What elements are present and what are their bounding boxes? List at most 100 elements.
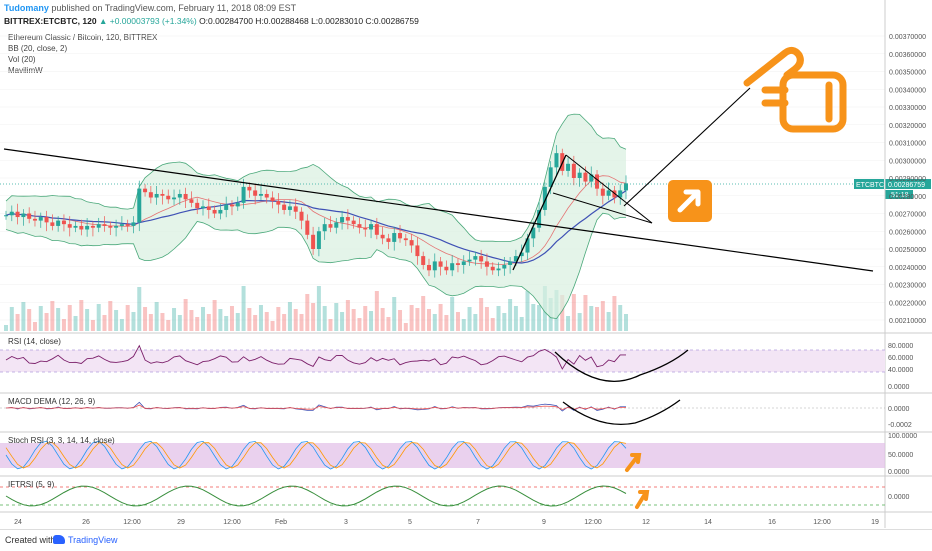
candle-body: [525, 238, 530, 253]
legend-title[interactable]: Ethereum Classic / Bitcoin, 120, BITTREX: [8, 33, 158, 42]
volume-bar: [467, 307, 472, 331]
macd-tick-0: 0.0000: [888, 406, 910, 413]
candle-body: [212, 209, 217, 214]
x-tick-label: 16: [768, 519, 776, 526]
volume-bar: [67, 305, 72, 331]
stoch-label[interactable]: Stoch RSI (3, 3, 14, 14, close): [8, 436, 115, 445]
price-chart[interactable]: ETCBTC 0.00286759 51:18 0.00370000 0.0036…: [0, 0, 932, 528]
volume-bar: [287, 302, 292, 331]
volume-bar: [212, 300, 217, 331]
volume-bars: [4, 286, 628, 331]
x-tick-label: 24: [14, 519, 22, 526]
candle-body: [183, 193, 188, 200]
candle-body: [108, 225, 113, 228]
candle-body: [166, 195, 171, 200]
candle-body: [119, 224, 124, 226]
candle-body: [531, 227, 536, 239]
bollinger-lower: [5, 212, 627, 320]
x-axis-ticks: 24 26 12:00 29 12:00 Feb 3 5 7 9 12:00 12 14 16 12:00 1…: [14, 519, 879, 526]
candle-body: [264, 193, 269, 198]
macd-label[interactable]: MACD DEMA (12, 26, 9): [8, 397, 96, 406]
volume-bar: [189, 310, 194, 331]
y-tick-label: 0.00220000: [889, 300, 926, 307]
macd-curve-annotation: [562, 399, 681, 426]
candle-body: [438, 261, 443, 267]
volume-bar: [461, 319, 466, 331]
iftrsi-label[interactable]: IFTRSI (5, 9): [8, 480, 55, 489]
candle-body: [519, 252, 524, 257]
candle-body: [172, 197, 177, 200]
y-tick-label: 0.00310000: [889, 141, 926, 148]
volume-bar: [606, 312, 611, 331]
candle-body: [467, 259, 472, 262]
volume-bar: [143, 307, 148, 331]
y-tick-label: 0.00250000: [889, 247, 926, 254]
volume-bar: [583, 295, 588, 331]
volume-bar: [9, 307, 14, 331]
candle-body: [90, 225, 95, 228]
volume-bar: [235, 313, 240, 331]
candle-body: [160, 193, 165, 196]
candle-body: [154, 193, 159, 198]
volume-bar: [247, 308, 252, 331]
volume-bar: [305, 294, 310, 331]
y-tick-label: 0.00260000: [889, 229, 926, 236]
publish-line: Tudomany published on TradingView.com, F…: [4, 3, 296, 13]
volume-bar: [438, 304, 443, 331]
price-badge: ETCBTC 0.00286759 51:18: [854, 179, 931, 199]
candle-body: [102, 224, 107, 226]
volume-bar: [450, 297, 455, 331]
volume-bar: [148, 314, 153, 331]
rsi-tick-80: 80.0000: [888, 343, 913, 350]
volume-bar: [27, 309, 32, 331]
candle-body: [490, 266, 495, 271]
macd-line: [5, 401, 626, 412]
breakout-target-line: [623, 87, 751, 207]
volume-bar: [177, 315, 182, 331]
candle-body: [357, 224, 362, 228]
volume-bar: [195, 317, 200, 331]
candle-body: [369, 224, 374, 230]
created-with-text: Created with: [5, 535, 56, 545]
volume-bar: [183, 299, 188, 331]
volume-bar: [374, 291, 379, 331]
volume-bar: [125, 305, 130, 331]
volume-bar: [4, 325, 8, 331]
candle-body: [554, 153, 559, 168]
y-tick-label: 0.00360000: [889, 52, 926, 59]
volume-bar: [201, 307, 206, 331]
volume-bar: [224, 316, 229, 331]
rsi-label[interactable]: RSI (14, close): [8, 337, 61, 346]
volume-bar: [218, 309, 223, 331]
stoch-tick-100: 100.0000: [888, 433, 917, 440]
candle-body: [624, 183, 628, 191]
symbol-text: BITTREX:ETCBTC, 120: [4, 16, 97, 26]
volume-bar: [403, 323, 408, 331]
candle-body: [311, 234, 316, 249]
stoch-band: [0, 443, 885, 468]
volume-bar: [473, 314, 478, 331]
candle-body: [32, 218, 37, 221]
volume-bar: [61, 319, 66, 331]
candle-body: [345, 217, 350, 221]
candle-body: [421, 256, 426, 265]
author-link[interactable]: Tudomany: [4, 3, 49, 13]
candle-body: [618, 190, 623, 198]
x-tick-label: 26: [82, 519, 90, 526]
candle-body: [177, 193, 182, 198]
legend-bb[interactable]: BB (20, close, 2): [8, 44, 68, 53]
candle-body: [537, 209, 542, 228]
candle-body: [479, 256, 484, 262]
ohlc-text: O:0.00284700 H:0.00288468 L:0.00283010 C…: [199, 16, 419, 26]
legend-vol[interactable]: Vol (20): [8, 55, 36, 64]
flag-upper-line: [565, 154, 653, 224]
volume-bar: [380, 308, 385, 331]
volume-bar: [90, 320, 95, 331]
legend-ma[interactable]: MavilimW: [8, 66, 43, 75]
y-tick-label: 0.00320000: [889, 123, 926, 130]
candle-body: [583, 172, 588, 182]
candle-body: [276, 201, 281, 205]
y-tick-label: 0.00280000: [889, 194, 926, 201]
tradingview-link[interactable]: TradingView: [68, 535, 118, 545]
volume-bar: [531, 304, 536, 331]
